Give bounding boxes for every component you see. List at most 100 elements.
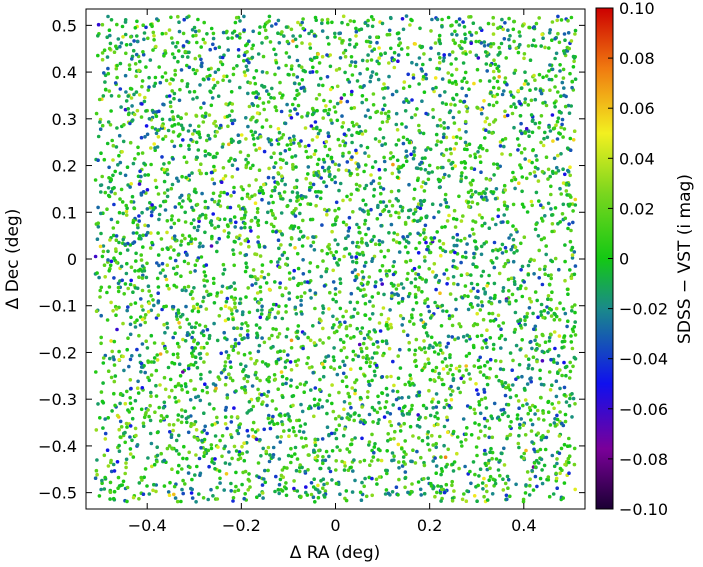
data-point (502, 183, 507, 188)
data-point (325, 411, 329, 416)
data-point (571, 220, 575, 225)
data-point (245, 428, 250, 433)
data-point (161, 268, 165, 272)
data-point (405, 98, 409, 103)
data-point (567, 403, 572, 408)
data-point (545, 135, 550, 140)
data-point (450, 32, 454, 37)
data-point (412, 266, 417, 271)
data-point (220, 55, 225, 60)
data-point (255, 376, 259, 381)
data-point (543, 214, 547, 218)
data-point (193, 360, 198, 365)
data-point (357, 225, 361, 230)
data-point (320, 18, 325, 22)
data-point (128, 332, 133, 337)
data-point (370, 24, 375, 29)
data-point (409, 376, 413, 381)
data-point (312, 152, 317, 156)
data-point (485, 148, 489, 153)
data-point (382, 208, 387, 212)
data-point (163, 387, 168, 392)
data-point (152, 341, 157, 345)
data-point (290, 64, 294, 68)
data-point (441, 241, 446, 246)
data-point (227, 231, 231, 235)
data-point (292, 137, 297, 142)
data-point (353, 353, 358, 357)
data-point (149, 213, 154, 218)
data-point (161, 137, 165, 141)
data-point (245, 379, 250, 384)
data-point (369, 58, 374, 62)
data-point (430, 170, 435, 174)
data-point (338, 143, 342, 148)
data-point (501, 27, 506, 32)
data-point (135, 347, 139, 352)
data-point (537, 248, 541, 253)
data-point (315, 458, 319, 463)
data-point (321, 477, 326, 482)
data-point (260, 125, 265, 129)
data-point (235, 64, 239, 68)
data-point (496, 207, 501, 212)
data-point (179, 384, 184, 388)
data-point (100, 478, 104, 483)
data-point (367, 154, 371, 158)
data-point (400, 446, 404, 451)
data-point (129, 302, 133, 307)
data-point (569, 15, 574, 20)
data-point (466, 307, 471, 312)
data-point (139, 258, 144, 262)
data-point (221, 166, 226, 170)
data-point (533, 87, 538, 91)
data-point (549, 273, 553, 277)
data-point (564, 364, 569, 369)
data-point (499, 333, 504, 338)
data-point (149, 394, 153, 399)
data-point (397, 477, 401, 482)
data-point (271, 445, 276, 450)
data-point (99, 190, 103, 194)
data-point (198, 241, 202, 246)
data-point (455, 232, 460, 237)
data-point (415, 423, 420, 428)
data-point (513, 310, 518, 315)
data-point (363, 218, 368, 223)
data-point (468, 469, 472, 474)
data-point (494, 256, 499, 260)
data-point (532, 461, 537, 465)
data-point (222, 190, 226, 195)
data-point (368, 364, 372, 369)
data-point (314, 97, 319, 101)
data-point (326, 245, 330, 249)
data-point (326, 20, 330, 25)
data-point (360, 349, 364, 354)
data-point (457, 194, 461, 199)
data-point (223, 382, 228, 387)
data-point (400, 296, 405, 301)
data-point (111, 158, 115, 162)
data-point (280, 30, 284, 34)
data-point (177, 345, 181, 349)
data-point (492, 76, 496, 80)
data-point (146, 408, 150, 412)
data-point (101, 249, 106, 254)
data-point (442, 424, 447, 429)
data-point (442, 56, 446, 60)
data-point (236, 54, 241, 58)
data-point (147, 378, 152, 383)
data-point (128, 322, 133, 327)
data-point (443, 357, 448, 361)
data-point (564, 400, 569, 404)
data-point (433, 456, 437, 460)
data-point (342, 363, 347, 368)
data-point (568, 165, 572, 169)
data-point (415, 178, 420, 183)
data-point (303, 469, 308, 474)
data-point (372, 187, 377, 192)
data-point (305, 280, 310, 284)
data-point (155, 261, 159, 265)
data-point (327, 147, 332, 152)
data-point (280, 293, 285, 297)
